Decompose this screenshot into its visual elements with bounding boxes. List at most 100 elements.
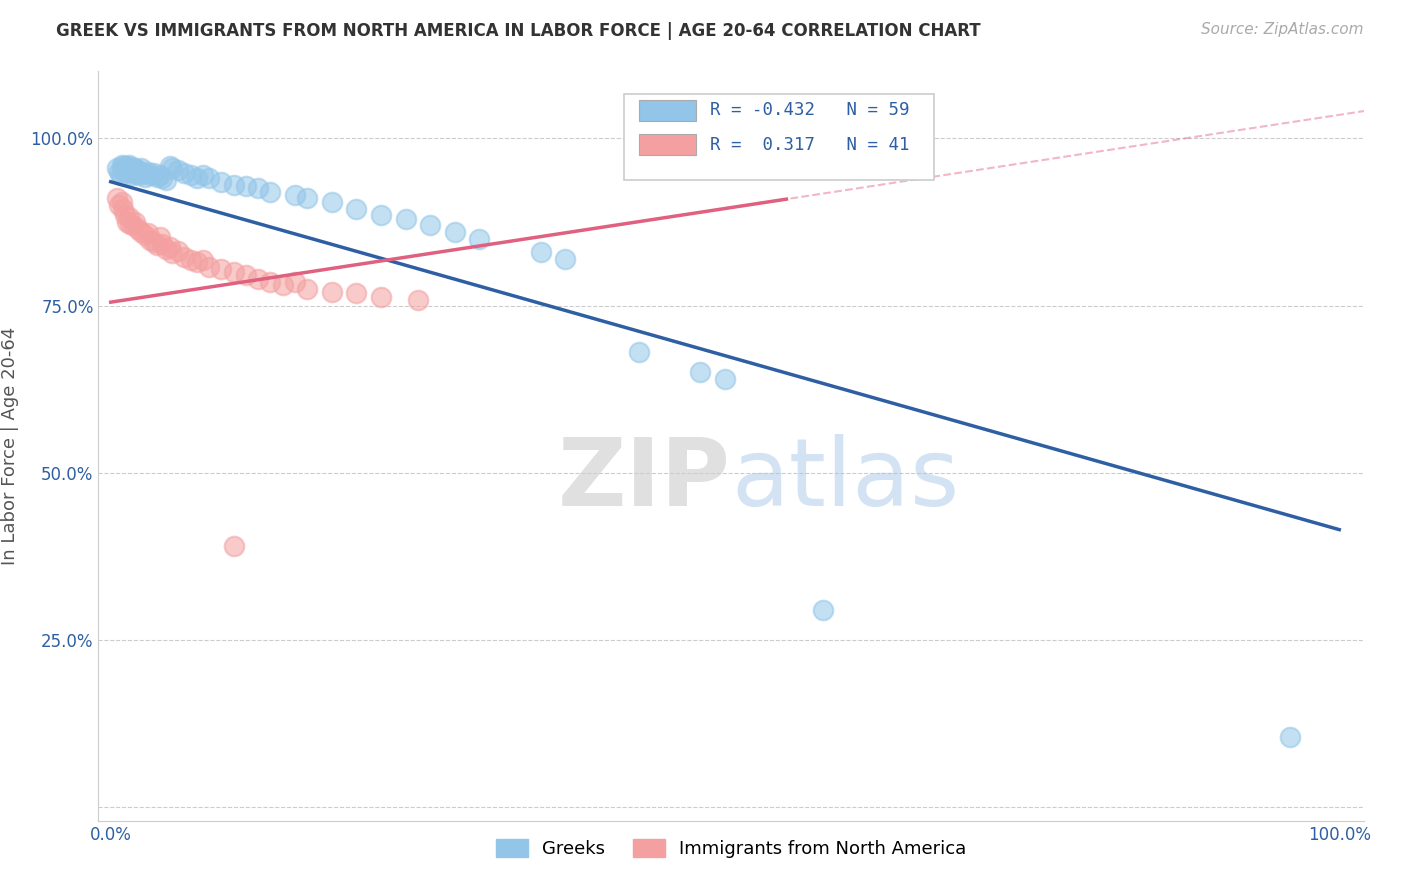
Point [284, 188, 307, 202]
Point [222, 539, 245, 553]
Point [173, 251, 195, 265]
Point [115, 160, 138, 174]
Point [111, 194, 134, 209]
Point [111, 158, 134, 172]
Point [297, 192, 319, 206]
Point [124, 215, 146, 229]
Point [142, 235, 165, 249]
Point [247, 181, 270, 195]
Text: ZIP: ZIP [558, 434, 731, 525]
Point [122, 166, 145, 180]
Point [198, 171, 221, 186]
Point [131, 161, 153, 176]
Point [180, 168, 202, 182]
Point [321, 194, 343, 209]
Point [714, 372, 737, 386]
Point [1279, 730, 1302, 744]
Point [247, 272, 270, 286]
Point [167, 244, 190, 258]
Point [124, 166, 146, 180]
FancyBboxPatch shape [623, 94, 934, 180]
Point [121, 219, 143, 233]
Point [394, 211, 416, 226]
Point [186, 255, 208, 269]
Point [139, 233, 162, 247]
Point [118, 158, 141, 172]
Point [146, 238, 169, 252]
Point [173, 166, 195, 180]
Point [134, 170, 156, 185]
Point [159, 240, 181, 254]
Point [127, 221, 149, 235]
Point [406, 293, 429, 308]
Point [222, 178, 245, 193]
Point [271, 278, 294, 293]
Point [813, 603, 835, 617]
Point [114, 165, 136, 179]
Point [370, 291, 392, 305]
Point [111, 160, 134, 174]
Point [370, 208, 392, 222]
Bar [638, 100, 696, 120]
Point [198, 260, 221, 274]
Point [117, 163, 139, 178]
Point [120, 217, 142, 231]
Point [131, 166, 153, 180]
Point [344, 286, 367, 301]
Point [136, 227, 159, 241]
Point [209, 261, 232, 276]
Text: R =  0.317   N = 41: R = 0.317 N = 41 [710, 136, 910, 153]
Point [149, 168, 172, 182]
Point [160, 161, 183, 176]
Point [114, 208, 136, 222]
Point [186, 171, 208, 186]
Point [146, 170, 169, 185]
Point [112, 161, 135, 176]
Point [689, 366, 711, 380]
Text: atlas: atlas [731, 434, 959, 525]
Point [259, 275, 281, 289]
Point [167, 163, 190, 178]
Point [321, 285, 343, 300]
Point [150, 171, 173, 186]
Point [149, 230, 172, 244]
Point [344, 202, 367, 216]
Point [115, 215, 138, 229]
Point [530, 245, 553, 260]
Point [127, 163, 149, 178]
Point [121, 161, 143, 176]
Point [155, 242, 177, 256]
Point [121, 168, 143, 182]
Point [111, 163, 134, 178]
Point [180, 253, 202, 268]
Point [142, 166, 165, 180]
Point [209, 175, 232, 189]
Point [111, 202, 134, 216]
Legend: Greeks, Immigrants from North America: Greeks, Immigrants from North America [488, 831, 974, 865]
Point [554, 252, 576, 266]
Point [443, 225, 465, 239]
Point [191, 253, 214, 268]
Point [627, 345, 650, 359]
Point [150, 237, 173, 252]
Point [124, 161, 146, 176]
Point [131, 225, 153, 239]
Point [120, 165, 142, 179]
Point [160, 246, 183, 260]
Text: GREEK VS IMMIGRANTS FROM NORTH AMERICA IN LABOR FORCE | AGE 20-64 CORRELATION CH: GREEK VS IMMIGRANTS FROM NORTH AMERICA I… [56, 22, 981, 40]
Point [128, 168, 150, 182]
Point [155, 173, 177, 187]
Point [139, 168, 162, 182]
Point [118, 161, 141, 176]
Point [159, 160, 181, 174]
Point [259, 185, 281, 199]
Point [297, 282, 319, 296]
Text: Source: ZipAtlas.com: Source: ZipAtlas.com [1201, 22, 1364, 37]
Point [105, 161, 128, 176]
Point [136, 165, 159, 179]
Point [110, 168, 132, 182]
Point [118, 211, 141, 225]
Point [105, 192, 128, 206]
Point [222, 265, 245, 279]
Point [235, 268, 257, 283]
